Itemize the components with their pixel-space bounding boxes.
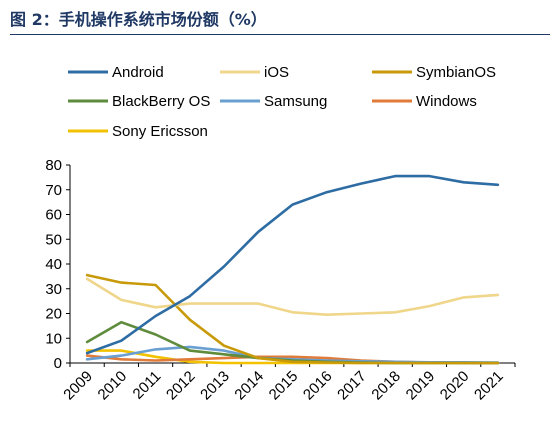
x-tick-label: 2021 (471, 368, 507, 404)
series-line-ios (85, 277, 500, 317)
x-tick-label: 2012 (163, 368, 199, 404)
y-tick-label: 80 (45, 157, 62, 174)
legend-label-sony-ericsson: Sony Ericsson (112, 123, 208, 140)
y-tick-label: 30 (45, 281, 62, 298)
x-tick-label: 2017 (334, 368, 370, 404)
figure-title: 图 2：手机操作系统市场份额（%） (10, 10, 267, 29)
x-tick-label: 2018 (368, 368, 404, 404)
x-tick-label: 2015 (266, 368, 302, 404)
y-tick-label: 10 (45, 330, 62, 347)
legend-label-windows: Windows (416, 93, 477, 110)
y-tick-label: 40 (45, 256, 62, 273)
x-tick-label: 2013 (197, 368, 233, 404)
legend: Android iOS SymbianOS BlackBerry OS Samsung W… (68, 64, 496, 140)
title-divider (10, 34, 550, 35)
legend-label-blackberry-os: BlackBerry OS (112, 93, 210, 110)
legend-label-ios: iOS (264, 64, 289, 81)
x-tick-label: 2010 (95, 368, 131, 404)
y-tick-label: 50 (45, 231, 62, 248)
series-line-android (85, 174, 500, 355)
x-tick-label: 2020 (437, 368, 473, 404)
legend-label-samsung: Samsung (264, 93, 327, 110)
series-line-symbianos (85, 273, 500, 365)
x-tick-label: 2009 (60, 368, 96, 404)
legend-label-symbianos: SymbianOS (416, 64, 496, 81)
y-tick-label: 70 (45, 182, 62, 199)
y-axis: 0 10 20 30 40 50 60 70 80 (45, 157, 71, 372)
y-tick-label: 20 (45, 306, 62, 323)
series-lines (85, 174, 500, 365)
x-tick-label: 2016 (300, 368, 336, 404)
x-tick-label: 2014 (231, 368, 267, 404)
y-tick-label: 60 (45, 207, 62, 224)
x-tick-label: 2019 (403, 368, 439, 404)
legend-label-android: Android (112, 64, 164, 81)
x-tick-label: 2011 (130, 368, 165, 403)
y-tick-label: 0 (54, 355, 62, 372)
